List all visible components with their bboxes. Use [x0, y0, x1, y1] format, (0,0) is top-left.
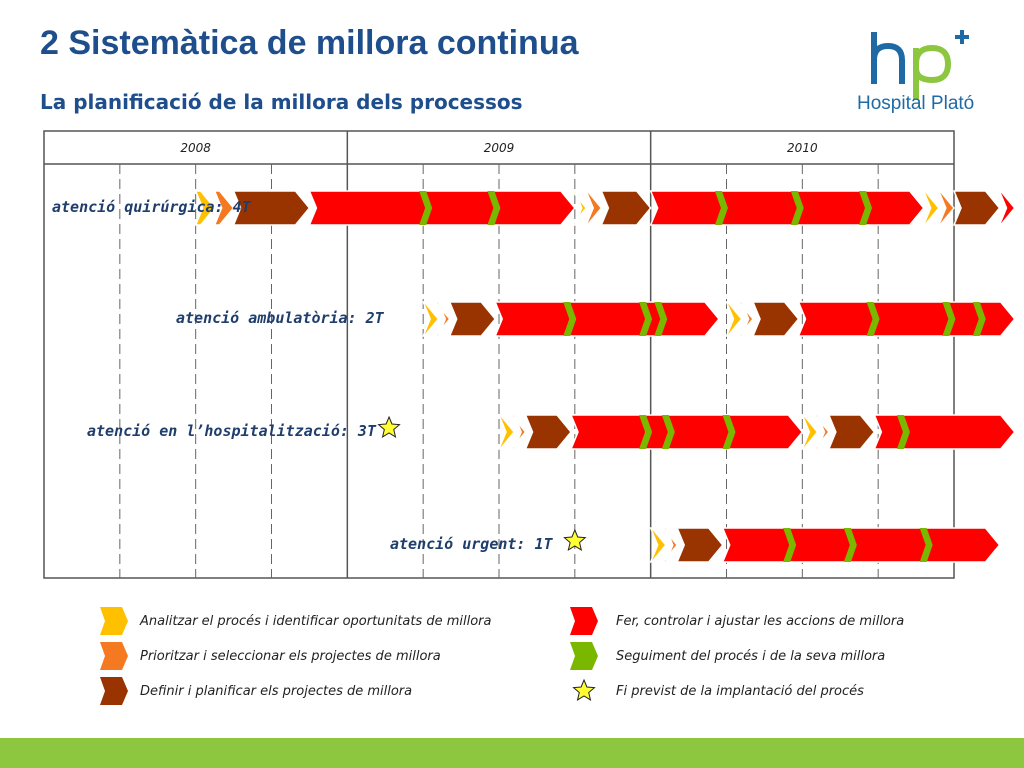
- phase-chevron-fer: [873, 414, 1016, 450]
- phase-chevron-prioritzar: [434, 301, 451, 337]
- slide-subtitle: La planificació de la millora dels proce…: [40, 90, 523, 114]
- phase-chevron-definir: [751, 301, 800, 337]
- seguiment-marker: [866, 302, 880, 336]
- legend-swatch-prioritzar: [100, 642, 128, 670]
- phase-chevron-fer: [308, 190, 576, 226]
- phase-chevron-analitzar: [649, 527, 667, 563]
- legend-swatch-definir: [100, 677, 128, 705]
- phase-chevron-definir: [952, 190, 1001, 226]
- phase-chevron-analitzar: [497, 414, 516, 450]
- phase-chevron-fer: [797, 301, 1016, 337]
- fi-previst-star-icon: [572, 678, 596, 701]
- seguiment-marker: [661, 415, 675, 449]
- year-label: 2010: [787, 141, 818, 155]
- phase-chevron-definir: [524, 414, 573, 450]
- phase-chevron-fer: [649, 190, 925, 226]
- legend-label-fi: Fi previst de la implantació del procés: [616, 684, 864, 699]
- footer-band: [0, 738, 1024, 768]
- legend-label-fer: Fer, controlar i ajustar les accions de …: [616, 614, 905, 629]
- row-label: atenció ambulatòria: 2T: [176, 309, 384, 327]
- legend-swatch-analitzar: [100, 607, 128, 635]
- seguiment-marker: [896, 415, 910, 449]
- legend-label-seguiment: Seguiment del procés i de la seva millor…: [616, 649, 886, 664]
- seguiment-marker: [972, 302, 986, 336]
- phase-chevron-prioritzar: [813, 414, 830, 450]
- phase-chevron-prioritzar: [661, 527, 679, 563]
- improvement-timeline-chart: 2008 2009 2010: [43, 130, 1016, 579]
- seguiment-marker: [487, 191, 501, 225]
- year-label: 2008: [180, 141, 211, 155]
- seguiment-marker: [919, 528, 933, 562]
- phase-chevron-definir: [448, 301, 497, 337]
- phase-chevron-prioritzar: [737, 301, 755, 337]
- seguiment-marker: [639, 415, 653, 449]
- seguiment-marker: [783, 528, 797, 562]
- phase-chevron-definir: [232, 190, 311, 226]
- phase-chevron-prioritzar: [937, 190, 955, 226]
- legend-swatch-seguiment: [570, 642, 598, 670]
- row-label: atenció en l’hospitalització: 3T: [87, 422, 376, 440]
- legend-swatch-fer: [570, 607, 598, 635]
- phase-chevron-fer: [998, 190, 1016, 226]
- phase-chevron-fer: [721, 527, 1001, 563]
- legend-label-analitzar: Analitzar el procés i identificar oportu…: [140, 614, 492, 629]
- slide-title: 2 Sistemàtica de millora continua: [40, 24, 579, 62]
- year-label: 2009: [484, 141, 515, 155]
- phase-chevron-analitzar: [725, 301, 743, 337]
- phase-chevron-definir: [827, 414, 876, 450]
- phase-chevron-analitzar: [194, 190, 216, 226]
- phase-chevron-fer: [494, 301, 720, 337]
- hospital-name: Hospital Plató: [857, 93, 975, 114]
- seguiment-marker: [639, 302, 653, 336]
- fi-previst-star-icon: [377, 415, 401, 438]
- hospital-logo: [852, 24, 992, 120]
- phase-chevron-definir: [676, 527, 724, 563]
- seguiment-marker: [714, 191, 728, 225]
- phase-chevron-prioritzar: [509, 414, 527, 450]
- legend-label-prioritzar: Prioritzar i seleccionar els projectes d…: [140, 649, 441, 664]
- phase-chevron-analitzar: [570, 190, 588, 226]
- seguiment-marker: [654, 302, 668, 336]
- seguiment-marker: [722, 415, 736, 449]
- phase-chevron-definir: [600, 190, 652, 226]
- phase-chevron-fer: [569, 414, 804, 450]
- fi-previst-star-icon: [563, 528, 587, 551]
- phase-chevron-analitzar: [801, 414, 819, 450]
- phase-chevron-analitzar: [422, 301, 440, 337]
- seguiment-marker: [942, 302, 956, 336]
- seguiment-marker: [859, 191, 872, 225]
- seguiment-marker: [419, 191, 433, 225]
- seguiment-marker: [790, 191, 804, 225]
- seguiment-marker: [843, 528, 857, 562]
- hp-logo-icon: [871, 30, 969, 100]
- phase-chevron-analitzar: [922, 190, 940, 226]
- seguiment-marker: [563, 302, 577, 336]
- phase-chevron-prioritzar: [213, 190, 235, 226]
- legend-label-definir: Definir i planificar els projectes de mi…: [140, 684, 413, 699]
- row-label: atenció quirúrgica: 4T: [52, 198, 251, 216]
- phase-chevron-prioritzar: [585, 190, 603, 226]
- row-label: atenció urgent: 1T: [390, 535, 553, 553]
